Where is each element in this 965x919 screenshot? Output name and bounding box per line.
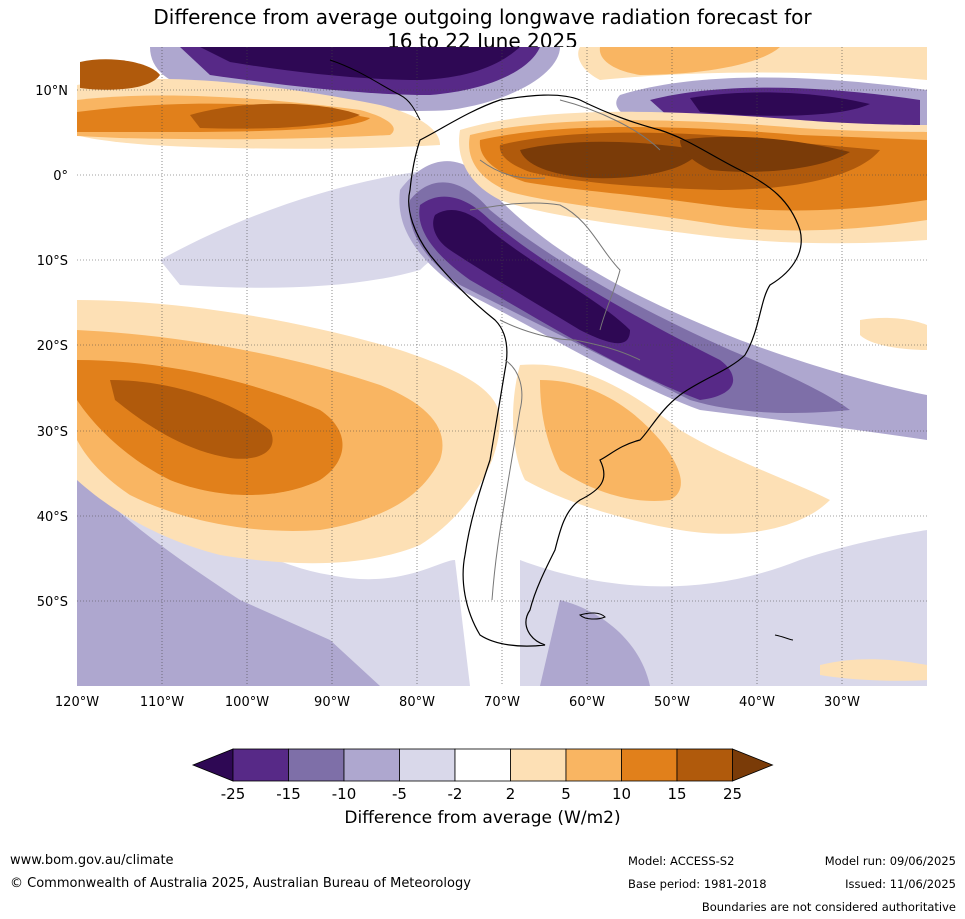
colorbar-segment — [288, 748, 345, 782]
coastline-south-america — [408, 94, 802, 647]
colorbar-segment — [565, 748, 622, 782]
footer-disclaimer: Boundaries are not considered authoritat… — [701, 900, 956, 914]
lon-label-120w: 120°W — [55, 695, 99, 710]
colorbar-segment — [399, 748, 456, 782]
anomaly-field — [77, 47, 927, 686]
lat-label-50s: 50°S — [37, 595, 68, 610]
colorbar-title: Difference from average (W/m2) — [344, 808, 621, 828]
colorbar-tick-label: 25 — [723, 785, 742, 803]
lat-label-20s: 20°S — [37, 339, 68, 354]
longitude-labels: 120°W 110°W 100°W 90°W 80°W 70°W 60°W 50… — [55, 695, 860, 710]
lon-label-30w: 30°W — [824, 695, 860, 710]
colorbar-tick-label: 5 — [561, 785, 571, 803]
footer-copyright: © Commonwealth of Australia 2025, Austra… — [10, 876, 471, 891]
colorbar-tick-label: 2 — [506, 785, 516, 803]
colorbar-tick-label: 15 — [667, 785, 686, 803]
colorbar: -25 -15 -10 -5 -2 2 5 10 15 25 — [191, 748, 774, 803]
graticule — [77, 47, 927, 686]
lat-label-30s: 30°S — [37, 425, 68, 440]
colorbar-tick-label: -5 — [392, 785, 407, 803]
colorbar-tick-label: -2 — [448, 785, 463, 803]
footer-model: Model: ACCESS-S2 — [628, 854, 735, 868]
lon-label-60w: 60°W — [569, 695, 605, 710]
colorbar-tick-label: 10 — [612, 785, 631, 803]
lon-label-110w: 110°W — [140, 695, 184, 710]
footer-base-period: Base period: 1981-2018 — [628, 877, 767, 891]
country-borders — [469, 99, 661, 601]
footer-model-run: Model run: 09/06/2025 — [824, 854, 956, 868]
lon-label-80w: 80°W — [399, 695, 435, 710]
coastline-central-america — [329, 59, 421, 121]
colorbar-segment — [343, 748, 400, 782]
coastline-falklands — [579, 612, 606, 620]
lon-label-90w: 90°W — [314, 695, 350, 710]
lat-label-0: 0° — [53, 169, 68, 184]
latitude-labels: 10°N 0° 10°S 20°S 30°S 40°S 50°S — [35, 84, 68, 610]
lat-label-10n: 10°N — [35, 84, 68, 99]
footer-issued: Issued: 11/06/2025 — [845, 877, 956, 891]
lon-label-100w: 100°W — [225, 695, 269, 710]
lon-label-40w: 40°W — [739, 695, 775, 710]
colorbar-segment — [621, 748, 678, 782]
coastline-south-georgia — [774, 634, 794, 641]
lat-label-40s: 40°S — [37, 510, 68, 525]
colorbar-segment — [232, 748, 289, 782]
colorbar-arrow-low — [191, 748, 234, 782]
colorbar-segment — [454, 748, 511, 782]
colorbar-segment — [510, 748, 567, 782]
title-line-1: Difference from average outgoing longwav… — [153, 5, 812, 29]
footer-url[interactable]: www.bom.gov.au/climate — [10, 853, 174, 868]
lon-label-50w: 50°W — [654, 695, 690, 710]
lon-label-70w: 70°W — [484, 695, 520, 710]
lat-label-10s: 10°S — [37, 254, 68, 269]
colorbar-tick-label: -10 — [332, 785, 357, 803]
colorbar-segment — [676, 748, 733, 782]
colorbar-tick-label: -25 — [221, 785, 246, 803]
colorbar-tick-label: -15 — [276, 785, 301, 803]
chart-title: Difference from average outgoing longwav… — [0, 5, 965, 53]
colorbar-arrow-high — [732, 748, 774, 782]
